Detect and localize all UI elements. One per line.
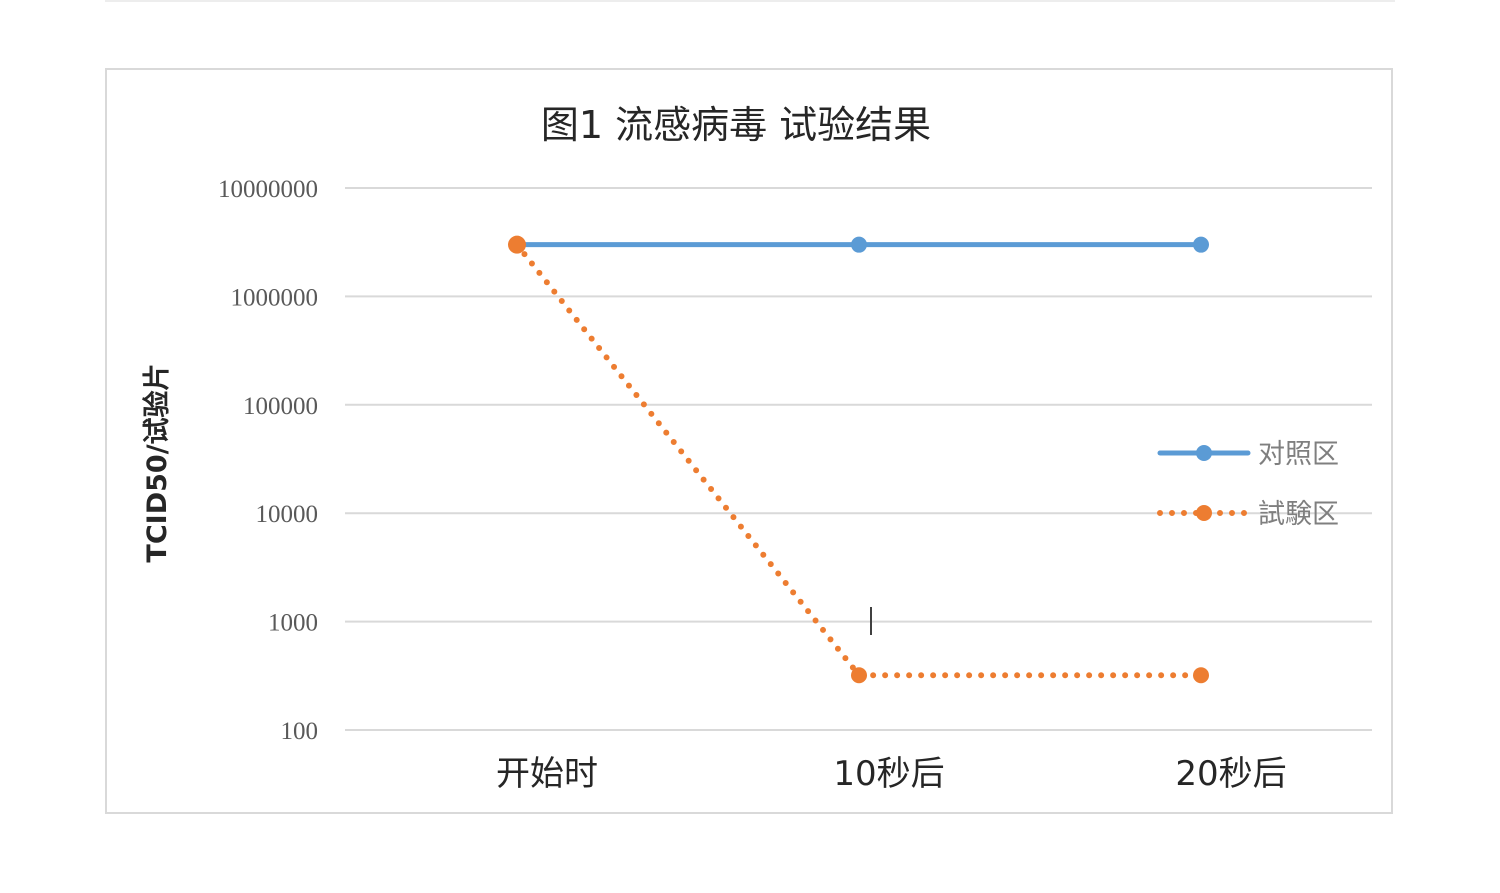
legend-swatch-marker [1196, 445, 1212, 461]
data-point [851, 236, 867, 253]
x-category-label: 20秒后 [1175, 754, 1286, 794]
chart-title: 图1 流感病毒 试验结果 [541, 103, 931, 147]
legend-entry: 試験区 [1157, 499, 1339, 530]
x-category-labels: 开始时 10秒后 20秒后 [496, 754, 1287, 794]
legend-label: 对照区 [1258, 439, 1339, 470]
series [508, 235, 1209, 684]
top-divider [105, 0, 1395, 2]
y-tick-label: 10000000 [218, 176, 318, 203]
legend-swatch-marker [1196, 505, 1212, 521]
y-tick-label: 1000000 [231, 284, 319, 311]
data-point [1193, 236, 1209, 253]
y-tick-label: 1000 [268, 610, 318, 637]
y-tick-label: 100 [281, 718, 319, 745]
y-tick-labels: 10000000 1000000 100000 10000 1000 100 [218, 176, 318, 745]
data-point [851, 667, 867, 684]
series-line [514, 241, 1204, 679]
data-point [1193, 667, 1209, 684]
y-axis-label: TCID50/试验片 [141, 363, 173, 562]
data-point [508, 235, 526, 254]
gridlines [345, 187, 1372, 731]
x-category-label: 10秒后 [833, 754, 944, 794]
legend-entry: 对照区 [1157, 439, 1339, 470]
legend-label: 試験区 [1258, 499, 1339, 530]
chart-frame [105, 68, 1393, 814]
y-tick-label: 100000 [243, 393, 318, 420]
x-category-label: 开始时 [496, 754, 598, 794]
y-tick-label: 10000 [256, 501, 319, 528]
